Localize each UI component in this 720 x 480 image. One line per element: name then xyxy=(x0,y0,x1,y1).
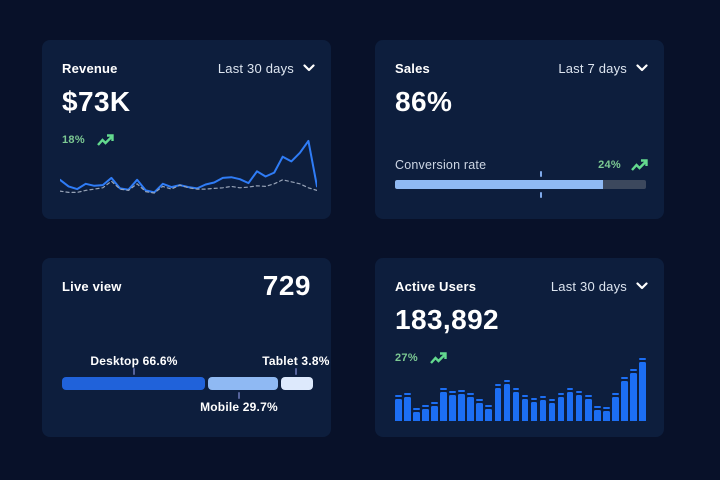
sales-card-header: Sales Last 7 days xyxy=(395,58,648,78)
bar xyxy=(557,393,565,421)
segment-desktop xyxy=(62,377,205,390)
chevron-down-icon xyxy=(303,64,315,72)
trend-up-icon xyxy=(430,351,447,364)
active-users-card-title: Active Users xyxy=(395,278,477,294)
bar xyxy=(584,395,592,421)
bar xyxy=(431,402,438,421)
revenue-card-header: Revenue Last 30 days xyxy=(62,58,315,78)
sales-card: Sales Last 7 days 86% Conversion rate 24… xyxy=(375,40,664,219)
bar xyxy=(630,369,637,421)
active-users-period-dropdown[interactable]: Last 30 days xyxy=(551,279,648,294)
bar xyxy=(422,405,429,421)
desktop-tick-line xyxy=(133,368,136,375)
bar xyxy=(621,377,628,421)
bar xyxy=(395,395,402,421)
active-users-value: 183,892 xyxy=(395,304,500,335)
sales-delta-group: 24% xyxy=(598,158,648,172)
segment-tablet xyxy=(281,377,313,390)
live-view-card-title: Live view xyxy=(62,278,122,294)
chevron-down-icon xyxy=(636,64,648,72)
live-view-value: 729 xyxy=(262,270,311,301)
bar xyxy=(566,388,574,421)
sales-period-dropdown[interactable]: Last 7 days xyxy=(558,61,648,76)
bar xyxy=(440,388,447,421)
progress-marker-below xyxy=(539,192,542,198)
conversion-progress-bar xyxy=(395,169,646,203)
bar xyxy=(404,393,411,421)
conversion-rate-label: Conversion rate xyxy=(395,158,487,172)
segment-label-desktop: Desktop 66.6% xyxy=(90,354,178,368)
active-users-card: Active Users Last 30 days 183,892 27% xyxy=(375,258,664,437)
progress-marker-above xyxy=(539,171,542,177)
trend-up-icon xyxy=(631,158,648,171)
bar xyxy=(503,380,511,421)
mobile-tick-line xyxy=(237,392,240,399)
segment-label-mobile: Mobile 29.7% xyxy=(200,400,278,414)
live-view-card-header: Live view xyxy=(62,276,315,296)
trend-up-icon xyxy=(97,133,114,146)
revenue-delta: 18% xyxy=(62,134,85,146)
progress-fill xyxy=(395,180,604,189)
sales-period-label: Last 7 days xyxy=(558,60,627,76)
tablet-tick-line xyxy=(294,368,297,375)
bar xyxy=(594,406,601,421)
active-users-card-header: Active Users Last 30 days xyxy=(395,276,648,296)
live-view-card: Live view 729 Desktop 66.6% Tablet 3.8% … xyxy=(42,258,331,437)
bar xyxy=(530,398,538,421)
active-users-delta-row: 27% xyxy=(395,350,447,366)
segment-mobile xyxy=(207,377,279,390)
bar xyxy=(467,393,474,421)
revenue-card-title: Revenue xyxy=(62,60,118,76)
progress-track xyxy=(395,180,646,189)
bar xyxy=(539,396,547,421)
bar xyxy=(512,388,520,421)
sales-card-title: Sales xyxy=(395,60,430,76)
bar xyxy=(485,405,493,421)
bar xyxy=(548,399,556,421)
active-users-delta: 27% xyxy=(395,352,418,364)
bar xyxy=(494,384,502,421)
bar xyxy=(639,358,646,421)
bar xyxy=(458,390,465,421)
revenue-delta-row: 18% xyxy=(62,132,114,148)
bar xyxy=(413,408,420,421)
bar xyxy=(575,391,583,421)
revenue-period-dropdown[interactable]: Last 30 days xyxy=(218,61,315,76)
sales-metric-row: Conversion rate 24% xyxy=(395,157,648,173)
revenue-period-label: Last 30 days xyxy=(217,60,294,76)
sales-delta: 24% xyxy=(598,159,621,171)
bar xyxy=(449,391,456,421)
revenue-card: Revenue Last 30 days $73K 18% xyxy=(42,40,331,219)
chevron-down-icon xyxy=(636,282,648,290)
bar xyxy=(603,407,610,421)
revenue-value: $73K xyxy=(62,86,131,117)
active-users-period-label: Last 30 days xyxy=(550,278,627,294)
active-users-bar-chart xyxy=(395,356,646,421)
revenue-line-chart xyxy=(60,127,317,199)
bar xyxy=(476,399,483,421)
segment-label-tablet: Tablet 3.8% xyxy=(262,354,330,368)
device-split-chart: Desktop 66.6% Tablet 3.8% Mobile 29.7% xyxy=(62,354,329,414)
device-split-bar xyxy=(62,377,313,390)
bar xyxy=(612,393,619,421)
sales-value: 86% xyxy=(395,86,453,117)
bar xyxy=(521,395,529,421)
